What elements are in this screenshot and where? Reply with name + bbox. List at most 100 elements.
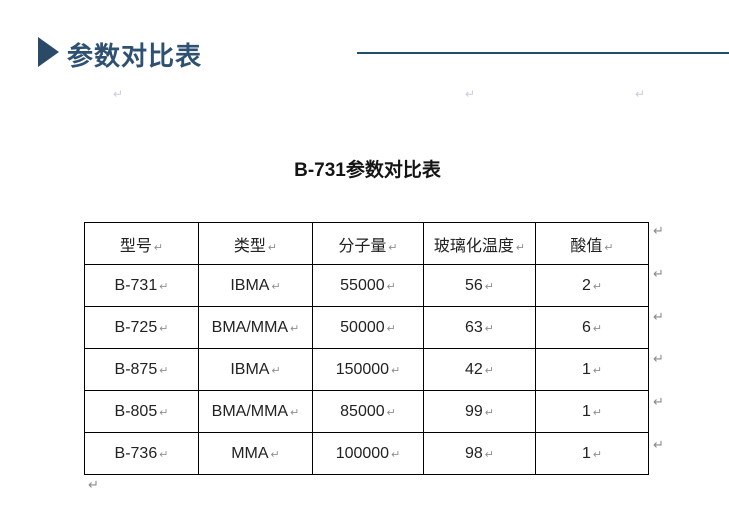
cell-value: 2: [581, 276, 591, 294]
cell-value: 1: [581, 444, 591, 462]
paragraph-mark-icon: ↵: [484, 322, 494, 335]
paragraph-mark-icon: ↵: [635, 87, 646, 101]
table-cell: B-731 ↵: [84, 264, 199, 307]
cell-value: B-805: [114, 402, 158, 420]
paragraph-mark-icon: ↵: [159, 322, 169, 335]
paragraph-mark-icon: ↵: [159, 448, 169, 461]
row-end-mark-icon: ↵: [653, 223, 664, 238]
paragraph-mark-icon: ↵: [465, 87, 476, 101]
paragraph-mark-icon: ↵: [290, 406, 300, 419]
paragraph-mark-icon: ↵: [159, 280, 169, 293]
column-header: 玻璃化温度 ↵: [423, 222, 536, 265]
table-cell: B-736 ↵: [84, 432, 199, 475]
cell-value: BMA/MMA: [211, 402, 289, 420]
table-cell: 1 ↵: [535, 390, 649, 433]
cell-value: 1: [581, 402, 591, 420]
table-cell: 85000 ↵: [312, 390, 424, 433]
paragraph-mark-icon: ↵: [592, 280, 603, 293]
paragraph-mark-icon: ↵: [388, 241, 398, 254]
row-end-mark-icon: ↵: [653, 351, 664, 367]
table-caption: B-731参数对比表: [294, 160, 441, 181]
table-cell: MMA ↵: [198, 432, 313, 475]
paragraph-mark-icon: ↵: [270, 448, 280, 461]
table-body: B-731 ↵ IBMA ↵ 55000 ↵ 56 ↵ 2 ↵ B-725 ↵ BMA/MMA ↵ 5000…: [84, 264, 649, 475]
cell-value: 50000: [340, 318, 385, 336]
paragraph-mark-icon: ↵: [515, 241, 526, 254]
paragraph-mark-icon: ↵: [592, 322, 603, 335]
table-cell: 6 ↵: [535, 306, 649, 349]
paragraph-mark-icon: ↵: [604, 241, 614, 254]
table-container: 型号 ↵ 类型 ↵ 分子量 ↵ 玻璃化温度 ↵ 酸值 ↵ B-731 ↵ IBMA ↵ 55000 ↵ 56 ↵…: [84, 222, 664, 475]
table-cell: 100000 ↵: [312, 432, 424, 475]
cell-value: B-725: [114, 318, 158, 336]
cell-value: B-736: [114, 444, 158, 462]
cell-value: 98: [464, 444, 483, 462]
comparison-table: 型号 ↵ 类型 ↵ 分子量 ↵ 玻璃化温度 ↵ 酸值 ↵ B-731 ↵ IBMA ↵ 55000 ↵ 56 ↵…: [84, 222, 649, 475]
table-cell: 1 ↵: [535, 348, 649, 391]
table-cell: BMA/MMA ↵: [198, 390, 313, 433]
cell-value: 150000: [335, 360, 390, 378]
table-cell: 150000 ↵: [312, 348, 424, 391]
table-row: B-731 ↵ IBMA ↵ 55000 ↵ 56 ↵ 2 ↵: [84, 264, 649, 307]
title-arrow-icon: [38, 37, 59, 67]
table-cell: IBMA ↵: [198, 264, 313, 307]
cell-value: 63: [464, 318, 483, 336]
paragraph-mark-icon: ↵: [386, 280, 396, 293]
column-header-label: 玻璃化温度: [433, 237, 514, 255]
table-cell: 1 ↵: [535, 432, 649, 475]
paragraph-mark-icon: ↵: [290, 322, 300, 335]
table-row: B-805 ↵ BMA/MMA ↵ 85000 ↵ 99 ↵ 1 ↵: [84, 390, 649, 433]
cell-value: 55000: [340, 276, 385, 294]
cell-value: 6: [581, 318, 591, 336]
column-header: 类型 ↵: [198, 222, 313, 265]
table-cell: 63 ↵: [423, 306, 536, 349]
paragraph-mark-icon: ↵: [159, 406, 169, 419]
table-header-row: 型号 ↵ 类型 ↵ 分子量 ↵ 玻璃化温度 ↵ 酸值 ↵: [84, 222, 649, 265]
cell-value: 42: [464, 360, 483, 378]
row-end-mark-icon: ↵: [653, 265, 664, 281]
cell-value: 1: [581, 360, 591, 378]
paragraph-mark-icon: ↵: [484, 448, 494, 461]
paragraph-mark-icon: ↵: [271, 364, 281, 377]
paragraph-mark-icon: ↵: [88, 477, 99, 492]
column-header: 分子量 ↵: [312, 222, 424, 265]
column-header: 型号 ↵: [84, 222, 199, 265]
cell-value: 99: [464, 402, 483, 420]
cell-value: IBMA: [230, 360, 270, 378]
table-cell: 42 ↵: [423, 348, 536, 391]
paragraph-mark-icon: ↵: [267, 241, 278, 254]
row-end-mark-icon: ↵: [653, 308, 664, 324]
table-row: B-875 ↵ IBMA ↵ 150000 ↵ 42 ↵ 1 ↵: [84, 348, 649, 391]
paragraph-mark-icon: ↵: [271, 280, 281, 293]
paragraph-mark-icon: ↵: [159, 364, 169, 377]
table-cell: 98 ↵: [423, 432, 536, 475]
paragraph-mark-icon: ↵: [113, 87, 124, 101]
cell-value: B-875: [114, 360, 158, 378]
table-row: B-736 ↵ MMA ↵ 100000 ↵ 98 ↵ 1 ↵: [84, 432, 649, 475]
paragraph-mark-icon: ↵: [484, 364, 494, 377]
cell-value: B-731: [114, 276, 158, 294]
cell-value: 56: [464, 276, 483, 294]
page-title: 参数对比表: [67, 41, 203, 71]
column-header-label: 类型: [233, 237, 266, 255]
paragraph-mark-icon: ↵: [391, 448, 401, 461]
paragraph-mark-icon: ↵: [484, 280, 494, 293]
paragraph-mark-icon: ↵: [592, 364, 603, 377]
paragraph-mark-icon: ↵: [153, 241, 164, 254]
row-end-mark-icon: ↵: [653, 436, 664, 452]
cell-value: IBMA: [230, 276, 270, 294]
paragraph-mark-icon: ↵: [592, 448, 603, 461]
column-header-label: 型号: [119, 237, 152, 255]
paragraph-mark-icon: ↵: [386, 406, 396, 419]
table-cell: B-805 ↵: [84, 390, 199, 433]
column-header: 酸值 ↵: [535, 222, 649, 265]
table-cell: 50000 ↵: [312, 306, 424, 349]
table-cell: 56 ↵: [423, 264, 536, 307]
table-cell: BMA/MMA ↵: [198, 306, 313, 349]
cell-value: 100000: [335, 444, 390, 462]
cell-value: BMA/MMA: [211, 318, 289, 336]
table-cell: 55000 ↵: [312, 264, 424, 307]
table-row: B-725 ↵ BMA/MMA ↵ 50000 ↵ 63 ↵ 6 ↵: [84, 306, 649, 349]
table-cell: B-875 ↵: [84, 348, 199, 391]
header-divider-line: [357, 52, 729, 54]
